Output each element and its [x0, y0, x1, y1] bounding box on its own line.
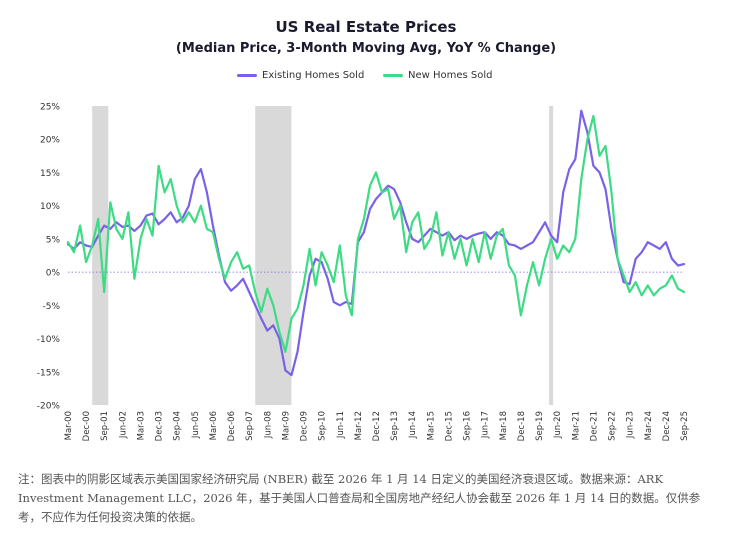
y-tick-label: 5%: [46, 235, 61, 245]
x-tick-label: Dec-09: [300, 411, 310, 441]
legend-label-existing: Existing Homes Sold: [262, 70, 365, 81]
x-tick-label: Sep-22: [608, 411, 618, 441]
x-tick-label: Sep-16: [463, 411, 473, 441]
legend-swatch-new: [383, 74, 403, 77]
x-tick-label: Mar-09: [281, 411, 291, 440]
x-tick-label: Mar-03: [136, 411, 146, 440]
y-tick-label: -15%: [37, 368, 61, 378]
footnote: 注：图表中的阴影区域表示美国国家经济研究局 (NBER) 截至 2026 年 1…: [18, 472, 701, 524]
y-tick-label: -5%: [42, 302, 60, 312]
x-tick-label: Sep-07: [245, 411, 255, 441]
x-tick-label: Dec-12: [372, 411, 382, 441]
series-line-existing-homes: [66, 109, 686, 377]
x-tick-label: Mar-06: [209, 411, 219, 440]
y-tick-label: 25%: [40, 103, 60, 113]
x-tick-label: Sep-25: [680, 411, 690, 441]
y-tick-label: 10%: [40, 202, 60, 212]
x-tick-label: Dec-15: [444, 411, 454, 441]
x-tick-label: Dec-00: [82, 411, 92, 441]
legend-label-new: New Homes Sold: [408, 70, 493, 81]
chart-legend: Existing Homes Sold New Homes Sold: [0, 70, 732, 86]
x-tick-label: Jun-23: [626, 411, 636, 439]
x-tick-label: Dec-03: [155, 411, 165, 441]
x-tick-label: Sep-01: [100, 411, 110, 441]
recession-band-1: [255, 106, 292, 405]
x-tick-label: Dec-24: [662, 411, 672, 441]
y-tick-label: -20%: [37, 402, 61, 412]
chart-title: US Real Estate Prices: [275, 18, 457, 36]
legend-item-new-homes: New Homes Sold: [383, 70, 493, 81]
x-tick-label: Mar-12: [354, 411, 364, 440]
recession-band-2: [549, 106, 554, 405]
y-tick-label: -10%: [37, 335, 61, 345]
legend-item-existing-homes: Existing Homes Sold: [237, 70, 364, 81]
x-tick-label: Sep-04: [173, 411, 183, 441]
chart-plot-area: 25% 20% 15% 10% 5% 0% -5% -10% -15% -20%Mar-00 Dec…: [37, 103, 690, 442]
series-line-new-homes: [66, 114, 686, 353]
x-tick-label: Jun-14: [408, 411, 418, 439]
x-tick-label: Jun-05: [191, 411, 201, 439]
x-tick-label: Mar-18: [499, 411, 509, 440]
x-tick-label: Jun-11: [336, 411, 346, 439]
x-tick-label: Sep-10: [318, 411, 328, 441]
x-tick-label: Mar-15: [426, 411, 436, 440]
x-tick-label: Jun-20: [553, 411, 563, 439]
x-tick-label: Jun-02: [118, 411, 128, 439]
x-tick-label: Sep-13: [390, 411, 400, 441]
x-tick-label: Mar-24: [644, 411, 654, 440]
chart-card: US Real Estate Prices (Median Price, 3-M…: [0, 18, 732, 442]
y-tick-label: 15%: [40, 169, 60, 179]
x-tick-label: Dec-18: [517, 411, 527, 441]
x-tick-label: Dec-06: [227, 411, 237, 441]
y-tick-label: 20%: [40, 136, 60, 146]
x-tick-label: Jun-17: [481, 411, 491, 439]
x-tick-label: Mar-00: [64, 411, 74, 440]
legend-swatch-existing: [237, 74, 257, 77]
x-tick-label: Sep-19: [535, 411, 545, 441]
x-tick-label: Dec-21: [589, 411, 599, 441]
y-tick-label: 0%: [46, 269, 61, 279]
chart-subtitle: (Median Price, 3-Month Moving Avg, YoY %…: [175, 41, 557, 56]
x-tick-label: Mar-21: [571, 411, 581, 440]
x-tick-label: Jun-08: [263, 411, 273, 439]
